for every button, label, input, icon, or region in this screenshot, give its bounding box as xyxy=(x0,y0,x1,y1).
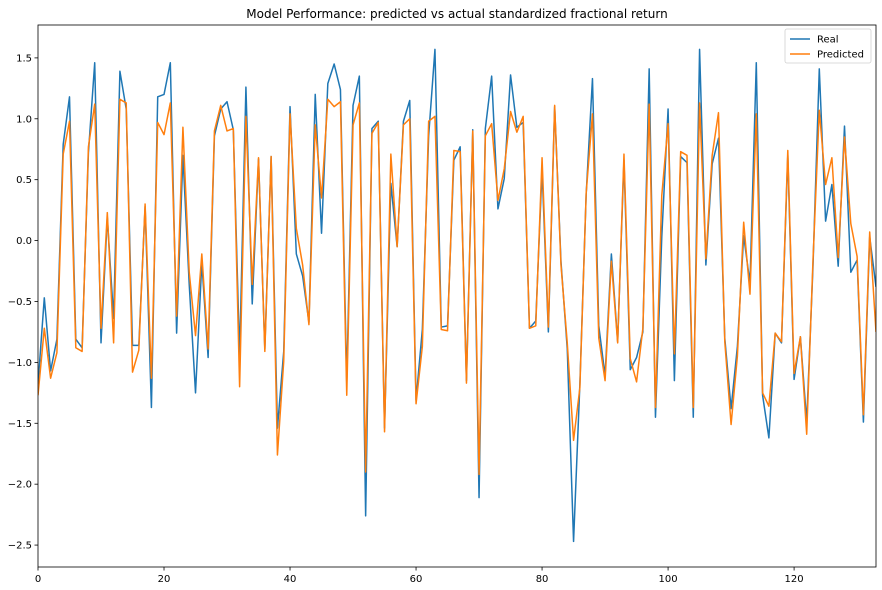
x-axis: 0 20 40 60 80 100 120 xyxy=(35,567,804,585)
y-tick-label: 1.5 xyxy=(16,53,32,64)
x-tick-label: 80 xyxy=(536,574,549,585)
legend: Real Predicted xyxy=(784,28,872,64)
series-line-predicted xyxy=(38,98,876,476)
y-tick-label: −0.5 xyxy=(8,297,32,308)
series-layer xyxy=(38,48,876,543)
y-tick-label: −1.0 xyxy=(8,358,32,369)
x-tick-label: 60 xyxy=(410,574,423,585)
legend-label-real: Real xyxy=(817,35,839,46)
y-tick-label: 1.0 xyxy=(16,114,32,125)
x-tick-label: 120 xyxy=(785,574,804,585)
series-line-real xyxy=(38,48,876,543)
y-tick-label: −1.5 xyxy=(8,419,32,430)
y-tick-label: −2.0 xyxy=(8,480,32,491)
x-tick-label: 0 xyxy=(35,574,41,585)
y-tick-label: 0.5 xyxy=(16,175,32,186)
y-tick-label: −2.5 xyxy=(8,541,32,552)
chart-title: Model Performance: predicted vs actual s… xyxy=(246,7,667,21)
y-axis: −2.5 −2.0 −1.5 −1.0 −0.5 0.0 0.5 1.0 1.5 xyxy=(8,53,38,552)
plot-frame xyxy=(37,24,877,568)
y-tick-label: 0.0 xyxy=(16,236,32,247)
legend-label-predicted: Predicted xyxy=(817,50,864,61)
x-tick-label: 40 xyxy=(284,574,297,585)
x-tick-label: 100 xyxy=(659,574,678,585)
x-tick-label: 20 xyxy=(158,574,171,585)
